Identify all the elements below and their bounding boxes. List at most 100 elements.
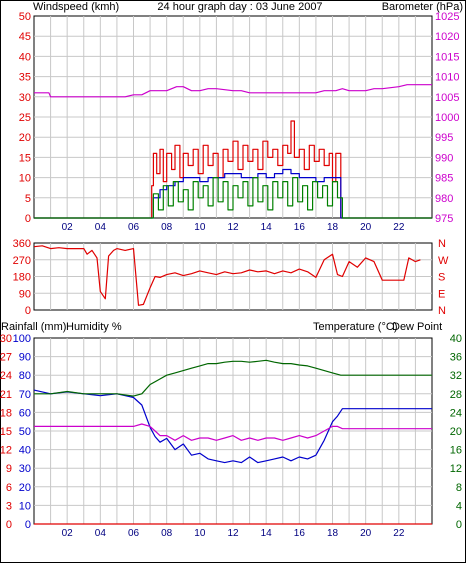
temp-tick-label-8: 8	[456, 482, 462, 494]
temp-tick-label-12: 12	[450, 463, 462, 475]
wind-tick-label-25: 25	[19, 112, 31, 124]
wind-x-tick-label-08: 08	[161, 222, 173, 233]
wind-x-tick-label-12: 12	[227, 222, 239, 233]
barometer-tick-label-990: 990	[435, 152, 453, 164]
rain-tick-label-24: 24	[0, 370, 12, 382]
temp-x-tick-label-08: 08	[161, 528, 173, 539]
barometer-tick-label-1000: 1000	[435, 112, 459, 124]
temp-tick-label-28: 28	[450, 389, 462, 401]
rain-tick-label-0: 0	[6, 519, 12, 531]
wind-x-tick-label-06: 06	[128, 222, 140, 233]
compass-tick-label-1: W	[438, 255, 449, 267]
humidity-tick-label-30: 30	[19, 463, 31, 475]
humidity-tick-label-60: 60	[19, 407, 31, 419]
direction-tick-label-270: 270	[13, 255, 31, 267]
barometer-axis-label: Barometer (hPa)	[382, 1, 463, 13]
temp-x-tick-label-16: 16	[294, 528, 306, 539]
chart-title: 24 hour graph day : 03 June 2007	[157, 1, 322, 13]
rain-tick-label-27: 27	[0, 352, 12, 364]
compass-tick-label-0: N	[438, 238, 446, 250]
humidity-tick-label-90: 90	[19, 352, 31, 364]
humidity-tick-label-80: 80	[19, 370, 31, 382]
temp-tick-label-0: 0	[456, 519, 462, 531]
dewpoint-series-line	[34, 423, 432, 441]
humidity-tick-label-40: 40	[19, 445, 31, 457]
barometer-tick-label-1020: 1020	[435, 31, 459, 43]
temp-x-tick-label-14: 14	[261, 528, 273, 539]
dewpoint-axis-label: Dew Point	[392, 321, 442, 333]
rainfall-axis-label: Rainfall (mm)	[1, 321, 66, 333]
barometer-tick-label-1005: 1005	[435, 92, 459, 104]
temp-x-tick-label-18: 18	[327, 528, 339, 539]
wind-series-line	[34, 120, 432, 219]
windspeed_green-series-line	[34, 177, 432, 219]
rain-tick-label-9: 9	[6, 463, 12, 475]
barometer-tick-label-1015: 1015	[435, 51, 459, 63]
barometer-tick-label-1010: 1010	[435, 72, 459, 84]
direction-tick-label-360: 360	[13, 238, 31, 250]
wind-x-tick-label-04: 04	[95, 222, 107, 233]
temp-x-tick-label-02: 02	[62, 528, 74, 539]
temp-x-tick-label-22: 22	[393, 528, 405, 539]
wind-tick-label-15: 15	[19, 152, 31, 164]
compass-tick-label-2: S	[438, 272, 445, 284]
wind-x-tick-label-16: 16	[294, 222, 306, 233]
rain-tick-label-12: 12	[0, 445, 12, 457]
wind-tick-label-0: 0	[25, 213, 31, 225]
temp-tick-label-32: 32	[450, 370, 462, 382]
wind-tick-label-30: 30	[19, 92, 31, 104]
temperature-axis-label: Temperature (°C)	[313, 321, 397, 333]
rain-tick-label-30: 30	[0, 333, 12, 345]
temp-x-tick-label-04: 04	[95, 528, 107, 539]
humidity-tick-label-10: 10	[19, 500, 31, 512]
avg_wind-series-line	[34, 168, 432, 219]
wind-tick-label-50: 50	[19, 11, 31, 23]
temp-tick-label-4: 4	[456, 500, 462, 512]
temp-x-tick-label-10: 10	[194, 528, 206, 539]
wind-tick-label-10: 10	[19, 173, 31, 185]
barometer-tick-label-985: 985	[435, 173, 453, 185]
temp-tick-label-40: 40	[450, 333, 462, 345]
compass-tick-label-3: E	[438, 288, 445, 300]
humidity-tick-label-50: 50	[19, 426, 31, 438]
compass-tick-label-4: N	[438, 305, 446, 317]
direction-tick-label-0: 0	[25, 305, 31, 317]
humidity-axis-label: Humidity %	[66, 321, 122, 333]
barometer-tick-label-975: 975	[435, 213, 453, 225]
humidity-tick-label-0: 0	[25, 519, 31, 531]
temp-tick-label-24: 24	[450, 407, 462, 419]
wind-x-tick-label-14: 14	[261, 222, 273, 233]
direction-series-line	[33, 245, 421, 306]
wind-x-tick-label-10: 10	[194, 222, 206, 233]
wind-tick-label-5: 5	[25, 193, 31, 205]
barometer-tick-label-980: 980	[435, 193, 453, 205]
temp-tick-label-20: 20	[450, 426, 462, 438]
wind-x-tick-label-18: 18	[327, 222, 339, 233]
barometer-tick-label-1025: 1025	[435, 11, 459, 23]
barometer-tick-label-995: 995	[435, 132, 453, 144]
barometer-series-line	[34, 84, 432, 98]
rain-tick-label-3: 3	[6, 500, 12, 512]
temperature-series-line	[34, 359, 432, 397]
temp-x-tick-label-20: 20	[360, 528, 372, 539]
temp-x-tick-label-12: 12	[227, 528, 239, 539]
temp-x-tick-label-06: 06	[128, 528, 140, 539]
rain-tick-label-6: 6	[6, 482, 12, 494]
rain-tick-label-18: 18	[0, 407, 12, 419]
temp-tick-label-36: 36	[450, 352, 462, 364]
wind-tick-label-20: 20	[19, 132, 31, 144]
humidity-tick-label-70: 70	[19, 389, 31, 401]
wind-x-tick-label-20: 20	[360, 222, 372, 233]
humidity-tick-label-20: 20	[19, 482, 31, 494]
wind-tick-label-45: 45	[19, 31, 31, 43]
rain-tick-label-21: 21	[0, 389, 12, 401]
wind-tick-label-40: 40	[19, 51, 31, 63]
windspeed-axis-label: Windspeed (kmh)	[33, 1, 119, 13]
rain-tick-label-15: 15	[0, 426, 12, 438]
humidity-tick-label-100: 100	[13, 333, 31, 345]
wind-tick-label-35: 35	[19, 72, 31, 84]
wind-x-tick-label-22: 22	[393, 222, 405, 233]
wind-x-tick-label-02: 02	[62, 222, 74, 233]
